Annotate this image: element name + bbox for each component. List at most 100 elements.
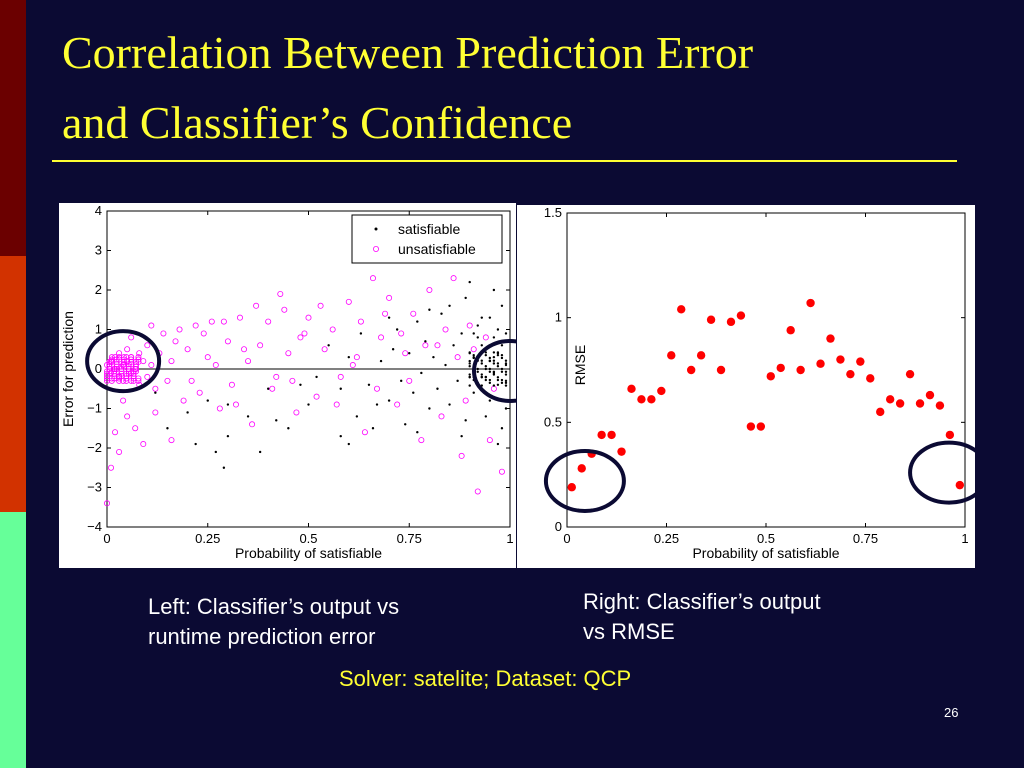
unsatisfiable-point: [120, 354, 127, 361]
satisfiable-point: [387, 399, 391, 402]
unsatisfiable-point: [123, 373, 130, 380]
satisfiable-point: [154, 391, 157, 394]
satisfiable-point: [496, 328, 500, 331]
error-scatter-chart: 0 0.25 0.5 0.75 1 −4 −3 −2 −1 0 1 2 3 4 Probability of…: [60, 203, 548, 561]
y-tick-label: 0: [555, 519, 562, 534]
unsatisfiable-point: [369, 275, 376, 282]
satisfiable-point: [476, 336, 479, 339]
unsatisfiable-point: [104, 368, 111, 375]
satisfiable-point: [488, 399, 492, 402]
satisfiable-point: [206, 399, 209, 402]
unsatisfiable-point: [450, 275, 457, 282]
y-tick-label: 1: [95, 322, 102, 337]
unsatisfiable-point: [257, 342, 264, 349]
caption-right-line-2: vs RMSE: [583, 619, 675, 644]
unsatisfiable-point: [108, 464, 115, 471]
unsatisfiable-point: [313, 393, 320, 400]
rmse-point: [776, 363, 785, 373]
satisfiable-point: [488, 356, 492, 360]
unsatisfiable-point: [410, 310, 417, 317]
satisfiable-point: [448, 304, 451, 307]
x-tick-label: 0: [103, 531, 110, 546]
satisfiable-point: [448, 403, 451, 406]
satisfiable-point: [504, 332, 508, 335]
unsatisfiable-point: [454, 354, 461, 361]
satisfiable-point: [488, 378, 492, 382]
rmse-point: [657, 386, 666, 396]
unsatisfiable-point: [345, 298, 352, 305]
rmse-point: [866, 374, 875, 383]
unsatisfiable-point: [232, 401, 239, 408]
satisfiable-point: [480, 362, 483, 365]
satisfiable-point: [436, 387, 439, 390]
satisfiable-point: [275, 419, 278, 422]
satisfiable-point: [452, 344, 455, 347]
unsatisfiable-point: [148, 362, 155, 369]
legend-label-unsatisfiable: unsatisfiable: [398, 241, 476, 257]
satisfiable-point: [500, 356, 504, 360]
rmse-point: [935, 401, 945, 410]
satisfiable-point: [468, 365, 471, 368]
plot-area: [566, 212, 966, 528]
unsatisfiable-point: [337, 373, 344, 380]
unsatisfiable-point: [245, 358, 252, 365]
unsatisfiable-point: [301, 330, 308, 337]
rmse-point: [716, 365, 726, 375]
satisfiable-point: [404, 423, 407, 426]
satisfiable-point: [468, 362, 471, 365]
satisfiable-point: [246, 415, 250, 418]
satisfiable-point: [500, 344, 504, 347]
satisfiable-point: [500, 378, 504, 382]
unsatisfiable-point: [269, 385, 276, 392]
satisfiable-point: [395, 328, 399, 331]
rmse-point: [667, 351, 676, 360]
slide-title-line-2: and Classifier’s Confidence: [62, 97, 573, 148]
satisfiable-point: [492, 384, 496, 387]
unsatisfiable-point: [104, 373, 111, 380]
satisfiable-point: [412, 391, 415, 394]
rmse-point: [806, 298, 815, 308]
unsatisfiable-point: [474, 488, 481, 495]
satisfiable-point: [287, 427, 290, 430]
satisfiable-point: [504, 384, 508, 387]
x-tick-label: 0.75: [853, 531, 878, 546]
unsatisfiable-point: [329, 326, 336, 333]
satisfiable-point: [500, 367, 504, 371]
satisfiable-point: [327, 344, 330, 347]
satisfiable-point: [468, 359, 471, 363]
satisfiable-point: [480, 373, 483, 376]
unsatisfiable-point: [228, 381, 235, 388]
caption-solver-dataset: Solver: satelite; Dataset: QCP: [339, 666, 632, 691]
unsatisfiable-point: [204, 354, 211, 361]
x-tick-label: 0: [563, 531, 570, 546]
unsatisfiable-point: [236, 314, 243, 321]
y-tick-label: 3: [95, 243, 102, 258]
unsatisfiable-point: [135, 377, 142, 384]
unsatisfiable-point: [321, 346, 328, 353]
satisfiable-point: [504, 373, 508, 376]
unsatisfiable-point: [135, 375, 142, 382]
legend-label-satisfiable: satisfiable: [398, 221, 460, 237]
satisfiable-point: [484, 353, 488, 357]
unsatisfiable-point: [289, 377, 296, 384]
x-axis-label: Probability of satisfiable: [692, 545, 839, 561]
y-tick-label: −4: [87, 519, 102, 534]
rmse-point: [567, 483, 576, 492]
unsatisfiable-point: [116, 377, 123, 384]
satisfiable-point: [444, 363, 447, 367]
rmse-point: [826, 334, 835, 343]
unsatisfiable-point: [434, 342, 441, 349]
unsatisfiable-point: [112, 365, 119, 372]
satisfiable-point: [416, 431, 419, 434]
satisfiable-point: [387, 316, 391, 319]
satisfiable-point: [504, 370, 508, 373]
unsatisfiable-point: [120, 362, 127, 369]
unsatisfiable-point: [132, 365, 139, 372]
satisfiable-point: [496, 378, 500, 382]
satisfiable-point: [347, 355, 350, 359]
y-tick-label: 1.5: [544, 205, 562, 220]
satisfiable-point: [472, 356, 475, 360]
satisfiable-point: [496, 362, 500, 365]
unsatisfiable-point: [418, 437, 425, 444]
satisfiable-point: [375, 403, 379, 406]
